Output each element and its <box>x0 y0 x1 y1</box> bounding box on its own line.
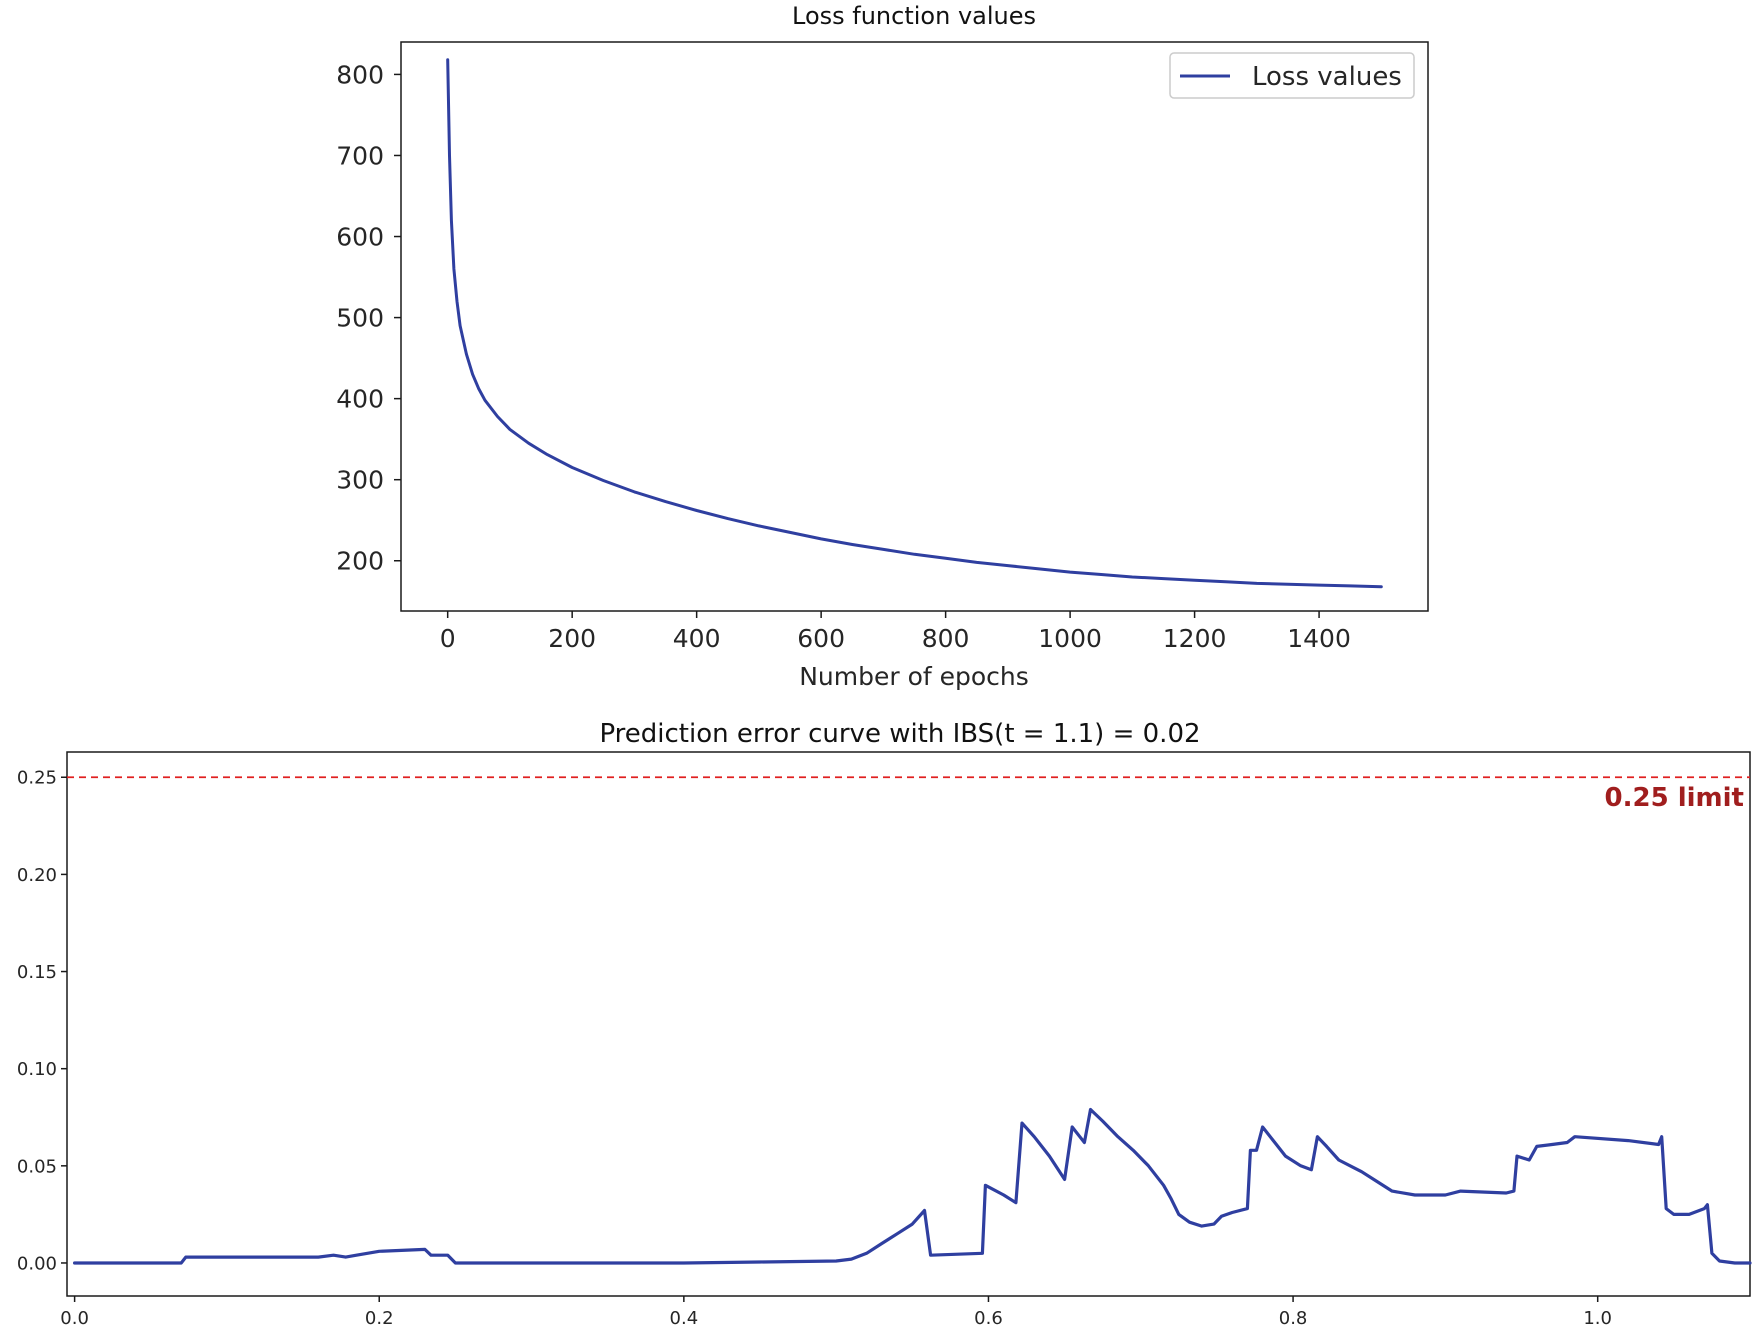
loss-y-tick-label: 300 <box>336 466 384 495</box>
limit-reference-label: 0.25 limit <box>1605 783 1744 813</box>
pec-x-tick-label: 1.0 <box>1583 1308 1612 1328</box>
prediction-error-plot-area <box>66 751 1751 1297</box>
loss-x-tick-label: 600 <box>797 624 845 653</box>
loss-y-tick-label: 700 <box>336 141 384 170</box>
loss-y-tick-label: 800 <box>336 60 384 89</box>
loss-y-tick-label: 500 <box>336 304 384 333</box>
loss-y-tick-label: 200 <box>336 547 384 576</box>
prediction-error-chart: Prediction error curve with IBS(t = 1.1)… <box>17 719 1752 1328</box>
pec-y-tick-label: 0.20 <box>17 865 57 886</box>
pec-x-tick-label: 0.0 <box>60 1308 89 1328</box>
loss-x-tick-label: 200 <box>548 624 596 653</box>
loss-y-tick-label: 600 <box>336 223 384 252</box>
loss-legend: Loss values <box>1169 52 1415 99</box>
loss-legend-label: Loss values <box>1252 62 1402 92</box>
pec-x-tick-label: 0.8 <box>1279 1308 1308 1328</box>
loss-x-tick-label: 1400 <box>1287 624 1351 653</box>
prediction-error-line <box>73 1107 1752 1265</box>
loss-x-tick-label: 400 <box>673 624 721 653</box>
pec-y-tick-label: 0.10 <box>17 1059 57 1080</box>
loss-values-line <box>446 58 1383 589</box>
loss-chart-title: Loss function values <box>792 2 1036 30</box>
pec-x-tick-label: 0.2 <box>365 1308 394 1328</box>
pec-y-tick-label: 0.15 <box>17 962 57 983</box>
pec-y-tick-label: 0.00 <box>17 1253 57 1274</box>
pec-y-tick-label: 0.25 <box>17 768 57 789</box>
loss-legend-box <box>1169 52 1415 99</box>
prediction-error-x-axis: 0.0 0.2 0.4 0.6 0.8 1.0 <box>60 1296 1612 1328</box>
pec-y-tick-label: 0.05 <box>17 1156 57 1177</box>
loss-x-axis: 0 200 400 600 800 1000 1200 1400 <box>440 611 1351 653</box>
prediction-error-y-axis: 0.00 0.05 0.10 0.15 0.20 0.25 <box>17 768 67 1274</box>
loss-x-tick-label: 0 <box>440 624 456 653</box>
loss-y-tick-label: 400 <box>336 385 384 414</box>
pec-x-tick-label: 0.6 <box>974 1308 1003 1328</box>
prediction-error-chart-title: Prediction error curve with IBS(t = 1.1)… <box>599 719 1200 749</box>
loss-x-tick-label: 1000 <box>1038 624 1102 653</box>
loss-chart: Loss function values 200 300 400 500 600 700 8… <box>336 2 1429 691</box>
loss-x-axis-label: Number of epochs <box>799 662 1029 691</box>
pec-x-tick-label: 0.4 <box>670 1308 699 1328</box>
loss-x-tick-label: 1200 <box>1163 624 1227 653</box>
loss-chart-plot-area <box>400 41 1429 612</box>
loss-y-axis: 200 300 400 500 600 700 800 <box>336 60 401 576</box>
loss-x-tick-label: 800 <box>922 624 970 653</box>
